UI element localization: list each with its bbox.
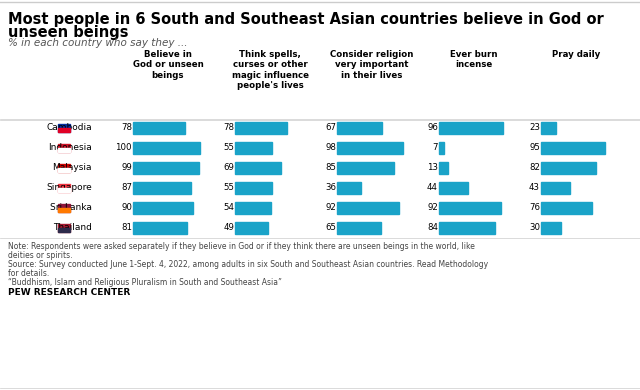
Bar: [541, 122, 556, 134]
Text: 7: 7: [433, 144, 438, 152]
Text: 92: 92: [427, 204, 438, 213]
Text: 87: 87: [121, 184, 132, 193]
Bar: [58, 228, 70, 232]
Text: 30: 30: [529, 223, 540, 232]
Text: 90: 90: [121, 204, 132, 213]
Text: 84: 84: [427, 223, 438, 232]
Bar: [58, 124, 70, 132]
Bar: [541, 142, 605, 154]
Text: 96: 96: [427, 124, 438, 133]
Text: Singapore: Singapore: [46, 184, 92, 193]
Bar: [58, 148, 70, 152]
Bar: [58, 208, 70, 212]
Text: Ever burn
incense: Ever burn incense: [451, 50, 498, 69]
Text: Most people in 6 South and Southeast Asian countries believe in God or: Most people in 6 South and Southeast Asi…: [8, 12, 604, 27]
Text: Sri Lanka: Sri Lanka: [50, 204, 92, 213]
Bar: [541, 222, 561, 234]
Bar: [439, 162, 448, 174]
Bar: [58, 188, 70, 192]
Bar: [439, 202, 500, 214]
Text: Indonesia: Indonesia: [48, 144, 92, 152]
Bar: [439, 122, 503, 134]
Text: 36: 36: [325, 184, 336, 193]
Text: 78: 78: [121, 124, 132, 133]
Bar: [58, 204, 70, 212]
Bar: [337, 202, 399, 214]
Text: 100: 100: [115, 144, 132, 152]
Text: 95: 95: [529, 144, 540, 152]
Bar: [58, 224, 70, 232]
Bar: [235, 202, 271, 214]
Text: 55: 55: [223, 144, 234, 152]
Text: “Buddhism, Islam and Religious Pluralism in South and Southeast Asia”: “Buddhism, Islam and Religious Pluralism…: [8, 278, 282, 287]
Bar: [235, 142, 272, 154]
Text: 85: 85: [325, 163, 336, 172]
Text: 76: 76: [529, 204, 540, 213]
Text: 82: 82: [529, 163, 540, 172]
Text: 81: 81: [121, 223, 132, 232]
Text: 54: 54: [223, 204, 234, 213]
Text: % in each country who say they ...: % in each country who say they ...: [8, 38, 188, 48]
Text: unseen beings: unseen beings: [8, 25, 129, 40]
Bar: [337, 122, 382, 134]
Text: 92: 92: [325, 204, 336, 213]
Text: PEW RESEARCH CENTER: PEW RESEARCH CENTER: [8, 288, 131, 297]
Text: 49: 49: [223, 223, 234, 232]
Text: Consider religion
very important
in their lives: Consider religion very important in thei…: [330, 50, 413, 80]
Bar: [337, 222, 381, 234]
Text: 23: 23: [529, 124, 540, 133]
Bar: [133, 122, 185, 134]
Bar: [235, 182, 272, 194]
Text: Malaysia: Malaysia: [52, 163, 92, 172]
Bar: [58, 184, 70, 192]
Bar: [133, 182, 191, 194]
Text: Believe in
God or unseen
beings: Believe in God or unseen beings: [132, 50, 204, 80]
Bar: [439, 222, 495, 234]
Text: Note: Respondents were asked separately if they believe in God or if they think : Note: Respondents were asked separately …: [8, 242, 475, 251]
Bar: [337, 182, 361, 194]
Bar: [235, 222, 268, 234]
Text: Pray daily: Pray daily: [552, 50, 600, 59]
Text: 44: 44: [427, 184, 438, 193]
Bar: [133, 202, 193, 214]
Bar: [133, 142, 200, 154]
Text: Think spells,
curses or other
magic influence
people's lives: Think spells, curses or other magic infl…: [232, 50, 308, 90]
Text: 55: 55: [223, 184, 234, 193]
Bar: [439, 182, 468, 194]
Text: deities or spirits.: deities or spirits.: [8, 251, 72, 260]
Bar: [133, 222, 188, 234]
Bar: [133, 162, 199, 174]
Bar: [58, 144, 70, 152]
Text: 13: 13: [427, 163, 438, 172]
Text: 98: 98: [325, 144, 336, 152]
Bar: [541, 182, 570, 194]
Bar: [541, 162, 596, 174]
Bar: [235, 162, 281, 174]
Text: Cambodia: Cambodia: [46, 124, 92, 133]
Bar: [541, 202, 592, 214]
Bar: [337, 162, 394, 174]
Bar: [337, 142, 403, 154]
Text: 43: 43: [529, 184, 540, 193]
Text: Thailand: Thailand: [53, 223, 92, 232]
Text: 78: 78: [223, 124, 234, 133]
Text: for details.: for details.: [8, 269, 49, 278]
Bar: [58, 164, 70, 172]
Bar: [439, 142, 444, 154]
Bar: [235, 122, 287, 134]
Bar: [58, 168, 70, 172]
Text: Source: Survey conducted June 1-Sept. 4, 2022, among adults in six South and Sou: Source: Survey conducted June 1-Sept. 4,…: [8, 260, 488, 269]
Bar: [58, 128, 70, 132]
Text: 67: 67: [325, 124, 336, 133]
Text: 69: 69: [223, 163, 234, 172]
Text: 99: 99: [121, 163, 132, 172]
Text: 65: 65: [325, 223, 336, 232]
